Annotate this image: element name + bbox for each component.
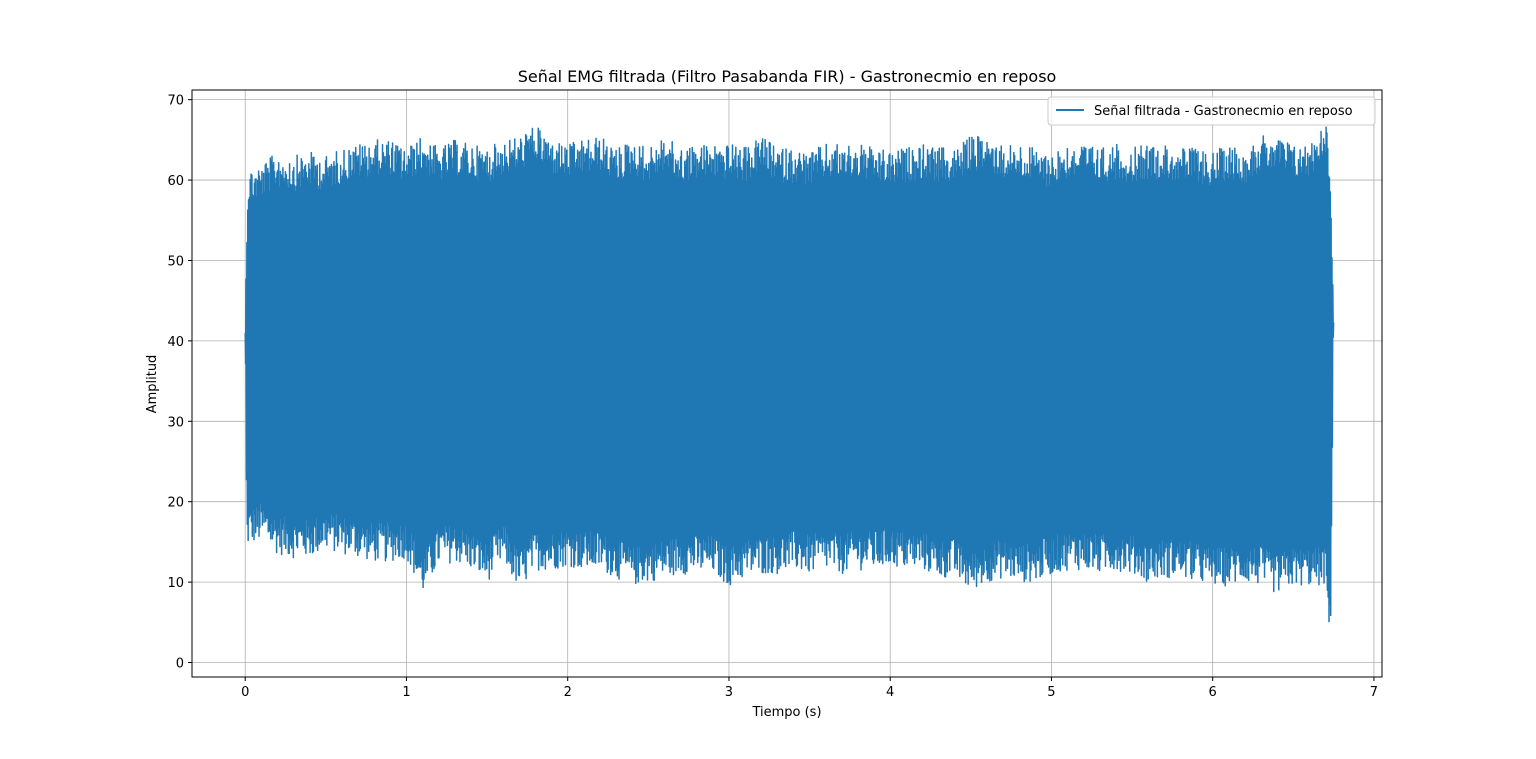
x-tick-label: 5 [1047,685,1055,700]
x-tick-label: 1 [402,685,410,700]
chart-title: Señal EMG filtrada (Filtro Pasabanda FIR… [518,67,1057,86]
y-tick-label: 30 [167,415,184,430]
x-tick-label: 4 [886,685,894,700]
x-axis-ticks: 0 1 2 3 4 5 6 7 [241,677,1378,700]
axes-frame [191,89,1383,678]
x-tick-label: 0 [241,685,249,700]
x-tick-label: 7 [1370,685,1378,700]
y-tick-label: 20 [167,496,184,511]
x-tick-label: 3 [725,685,733,700]
y-tick-label: 70 [167,94,184,109]
y-tick-label: 40 [167,335,184,350]
series-line-emg [244,126,1335,623]
y-axis-ticks: 0 10 20 30 40 50 60 70 [167,94,192,672]
series-layer [244,126,1335,623]
y-tick-label: 0 [176,657,184,672]
y-axis-label: Amplitud [145,355,160,414]
y-tick-label: 10 [167,576,184,591]
plot-area [244,126,1335,623]
legend: Señal filtrada - Gastronecmio en reposo [1047,96,1376,126]
legend-label: Señal filtrada - Gastronecmio en reposo [1094,104,1353,119]
legend-box [1047,96,1376,126]
y-tick-label: 50 [167,254,184,269]
x-tick-label: 6 [1209,685,1217,700]
y-tick-label: 60 [167,174,184,189]
x-tick-label: 2 [564,685,572,700]
x-axis-label: Tiempo (s) [751,705,821,720]
